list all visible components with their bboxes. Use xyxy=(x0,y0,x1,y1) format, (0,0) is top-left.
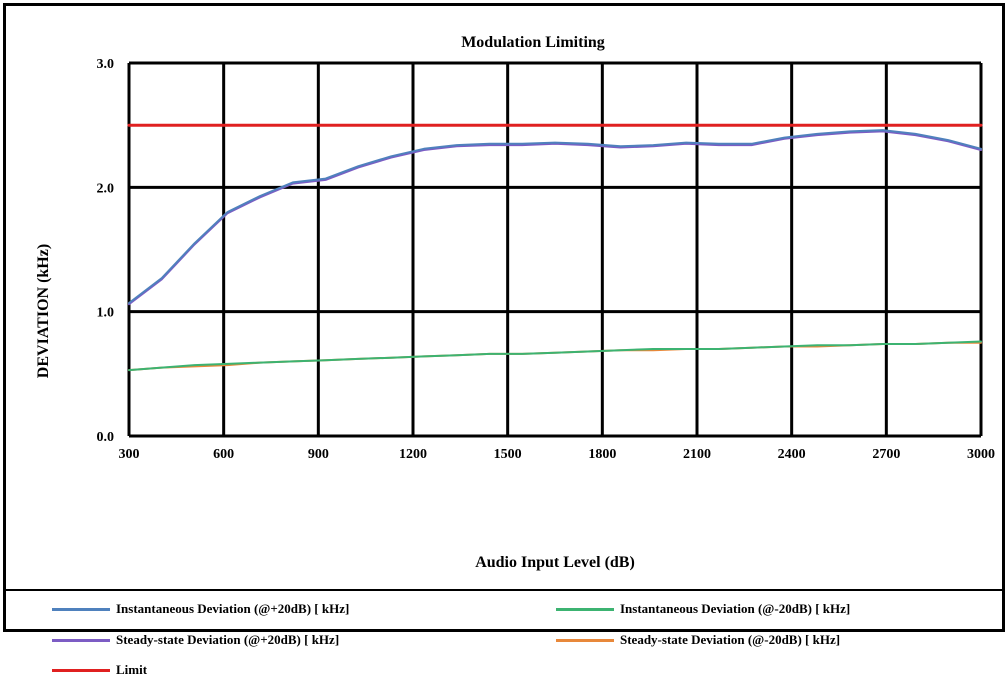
legend-label: Instantaneous Deviation (@-20dB) [ kHz] xyxy=(620,601,851,616)
legend-swatch xyxy=(556,638,614,642)
y-tick-label: 3.0 xyxy=(97,57,115,72)
legend-separator xyxy=(3,589,1005,591)
legend-label: Instantaneous Deviation (@+20dB) [ kHz] xyxy=(116,601,350,616)
chart-title: Modulation Limiting xyxy=(461,34,605,51)
legend-swatch xyxy=(52,668,110,672)
x-tick-label: 2100 xyxy=(683,447,711,462)
series-lines xyxy=(127,123,983,372)
y-tick-labels: 0.0 1.0 2.0 3.0 xyxy=(97,57,115,445)
chart-canvas: Modulation Limiting 0.0 1.0 2.0 3.0 300 600 9… xyxy=(35,34,996,571)
y-tick-label: 2.0 xyxy=(97,181,115,196)
series-line xyxy=(128,341,982,372)
series-line xyxy=(128,129,982,304)
x-tick-label: 1200 xyxy=(399,447,427,462)
legend-swatch xyxy=(52,607,110,611)
series-line xyxy=(128,340,982,372)
x-tick-label: 2700 xyxy=(872,447,900,462)
legend-item: Instantaneous Deviation (@+20dB) [ kHz] xyxy=(52,599,349,619)
y-axis-title: DEVIATION (kHz) xyxy=(35,244,52,378)
x-tick-labels: 300 600 900 1200 1500 1800 2100 2400 2700 3000 xyxy=(119,447,996,462)
legend-item: Steady-state Deviation (@+20dB) [ kHz] xyxy=(52,630,339,650)
chart-frame xyxy=(3,3,1005,632)
x-tick-label: 900 xyxy=(308,447,329,462)
legend-item: Limit xyxy=(52,660,147,680)
legend-swatch xyxy=(52,638,110,642)
x-axis-title: Audio Input Level (dB) xyxy=(475,554,635,571)
x-tick-label: 1500 xyxy=(494,447,522,462)
x-tick-label: 3000 xyxy=(967,447,995,462)
y-tick-label: 1.0 xyxy=(97,306,115,321)
legend-item: Instantaneous Deviation (@-20dB) [ kHz] xyxy=(556,599,850,619)
y-tick-label: 0.0 xyxy=(97,430,115,445)
legend-label: Limit xyxy=(116,662,148,677)
legend-label: Steady-state Deviation (@+20dB) [ kHz] xyxy=(116,632,340,647)
series-line xyxy=(128,130,982,306)
legend-swatch xyxy=(556,607,614,611)
x-tick-label: 2400 xyxy=(778,447,806,462)
legend-label: Steady-state Deviation (@-20dB) [ kHz] xyxy=(620,632,841,647)
legend-item: Steady-state Deviation (@-20dB) [ kHz] xyxy=(556,630,840,650)
grid xyxy=(127,61,983,438)
x-tick-label: 1800 xyxy=(588,447,616,462)
x-tick-label: 300 xyxy=(119,447,140,462)
x-tick-label: 600 xyxy=(213,447,234,462)
